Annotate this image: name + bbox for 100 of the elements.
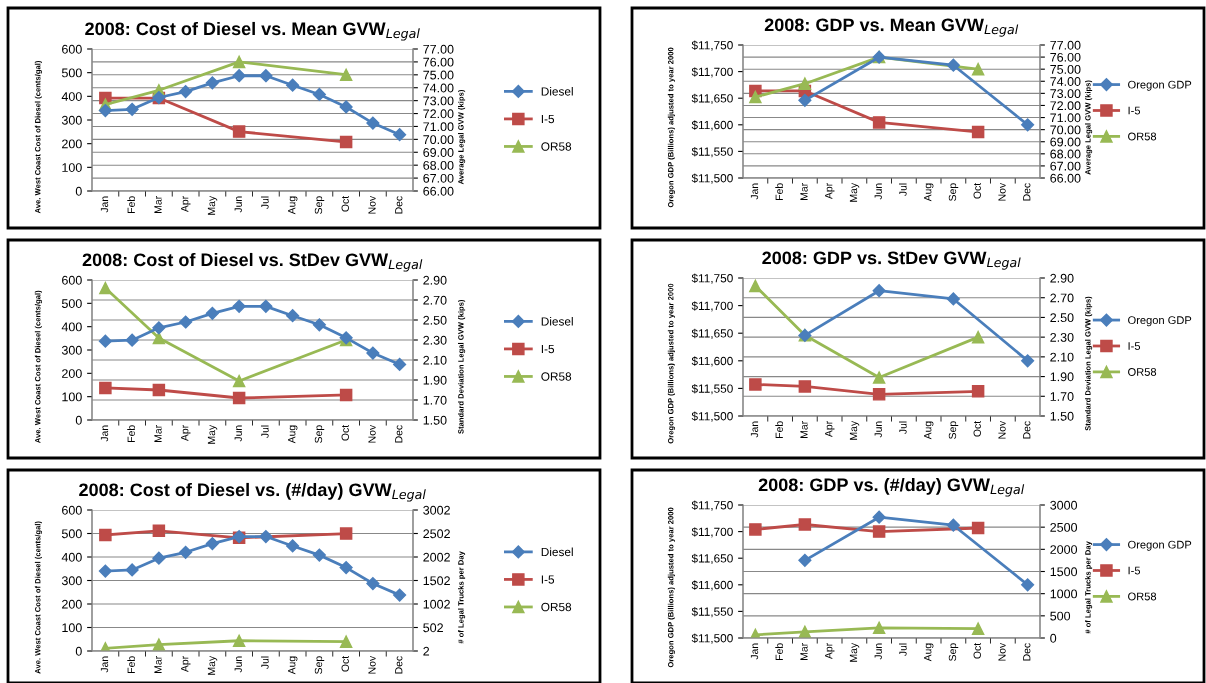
y-tick-label: 500 [61,299,82,308]
y2-tick-label: 73.00 [1050,89,1081,99]
x-tick-label: Jul [899,183,907,197]
x-tick-label: Nov [368,655,376,674]
y-tick-label: 100 [62,623,82,633]
x-tick-label: Jun [874,183,882,200]
x-tick-label: May [207,195,218,215]
legend-label: Oregon GDP [1128,316,1192,327]
x-tick-label: Jun [234,656,242,673]
y2-tick-label: 1.70 [423,395,447,405]
x-tick-label: Oct [341,424,349,441]
y-tick-label: 300 [61,576,82,586]
y-tick-label: $11,600 [691,356,733,367]
y2-tick-label: 2.10 [423,355,447,365]
y2-tick-label: 1.90 [423,375,447,385]
y-tick-label: $11,700 [691,527,733,538]
x-tick-label: Mar [154,196,162,213]
y-tick-label: 500 [61,529,82,539]
y2-tick-label: 3000 [1050,500,1078,510]
y-tick-label: $11,600 [691,580,733,591]
y-tick-label: 300 [61,345,82,355]
y-tick-label: 300 [61,115,82,125]
y2-tick-label: 75.00 [423,70,454,80]
y-tick-label: $11,500 [691,411,733,422]
y2-tick-label: 69.00 [423,148,454,157]
x-tick-label: Apr [181,196,191,213]
x-tick-label: Sep [314,425,325,443]
legend-label: OR58 [1128,592,1157,601]
x-tick-label: Jun [234,196,242,213]
y2-tick-label: 72.00 [423,109,454,119]
y-tick-label: $11,550 [691,606,733,618]
x-tick-label: Sep [314,196,325,214]
y-tick-label: 0 [75,415,82,425]
x-tick-label: May [207,424,218,444]
y2-tick-label: 1.50 [423,415,447,425]
y2-tick-label: 77.00 [423,44,454,54]
x-tick-label: Jan [100,656,109,673]
legend-label: OR58 [541,602,572,612]
y-tick-label: 0 [75,186,82,196]
y-tick-label: $11,750 [691,500,733,511]
y-tick-label: $11,750 [691,40,733,51]
y-tick-label: 600 [62,505,82,515]
legend-label: OR58 [1128,368,1157,376]
y2-tick-label: 2500 [1050,522,1078,532]
x-tick-label: Feb [775,643,783,660]
legend-label: OR58 [541,142,572,151]
x-tick-label: Apr [181,656,191,673]
y2-tick-label: 1502 [423,576,450,586]
chart-title: 2008: Cost of Diesel vs. (#/day) GVW$_{Legal}$ [79,482,426,502]
x-tick-label: Nov [998,642,1006,661]
y2-tick-label: 67.00 [1050,161,1081,171]
y-tick-label: 200 [62,599,82,609]
y2-tick-label: 2002 [423,552,450,562]
y2-tick-label: 2.90 [423,275,447,285]
y-tick-label: 100 [62,163,82,172]
legend-label: I-5 [541,114,555,124]
x-tick-label: Feb [127,656,135,673]
y2-tick-label: 1000 [1050,589,1078,599]
x-tick-label: Jul [261,196,269,210]
legend-label: I-5 [1128,342,1141,350]
x-tick-label: Mar [154,656,162,673]
y2-tick-label: 66.00 [1050,173,1081,183]
y-tick-label: 500 [61,68,82,78]
legend-label: Oregon GDP [1128,540,1192,551]
x-tick-label: Aug [288,425,298,444]
x-tick-label: Aug [288,196,298,215]
y2-tick-label: 2.50 [423,315,447,325]
y2-tick-label: 76.00 [423,57,454,67]
x-tick-label: Dec [395,425,403,443]
y2-tick-label: 75.00 [1050,64,1081,74]
x-tick-label: Jul [899,421,907,435]
y2-tick-label: 502 [423,623,443,633]
y2-tick-label: 2.90 [1050,273,1074,283]
x-tick-label: Jan [750,421,759,438]
y-tick-label: $11,700 [691,67,733,78]
x-tick-label: Jul [261,425,269,439]
x-tick-label: Oct [341,655,349,672]
y2-tick-label: 74.00 [423,83,454,93]
y2-tick-label: 1.50 [1050,411,1074,421]
x-tick-label: Jul [261,656,269,670]
y2-tick-label: 2.30 [1050,332,1074,342]
y-tick-label: 400 [61,92,82,101]
y2-tick-label: 2.10 [1050,352,1074,362]
y2-tick-label: 2502 [423,529,450,539]
x-tick-label: Aug [924,421,934,440]
y2-tick-label: 71.00 [423,122,454,132]
x-tick-label: May [849,182,860,202]
y-tick-label: 600 [62,44,82,54]
y-tick-label: 600 [62,275,82,285]
legend-label: OR58 [1128,132,1157,141]
x-tick-label: Mar [800,643,808,660]
y2-tick-label: 69.00 [1050,137,1081,147]
x-tick-label: Aug [288,656,298,675]
y2-tick-label: 76.00 [1050,52,1081,62]
x-tick-label: Nov [368,195,376,214]
x-tick-label: Apr [825,421,835,438]
chart-title: 2008: Cost of Diesel vs. Mean GVW$_{Legal}$ [85,21,420,41]
x-tick-label: Feb [775,421,783,438]
x-tick-label: Apr [825,643,835,660]
x-tick-label: Aug [924,183,934,202]
